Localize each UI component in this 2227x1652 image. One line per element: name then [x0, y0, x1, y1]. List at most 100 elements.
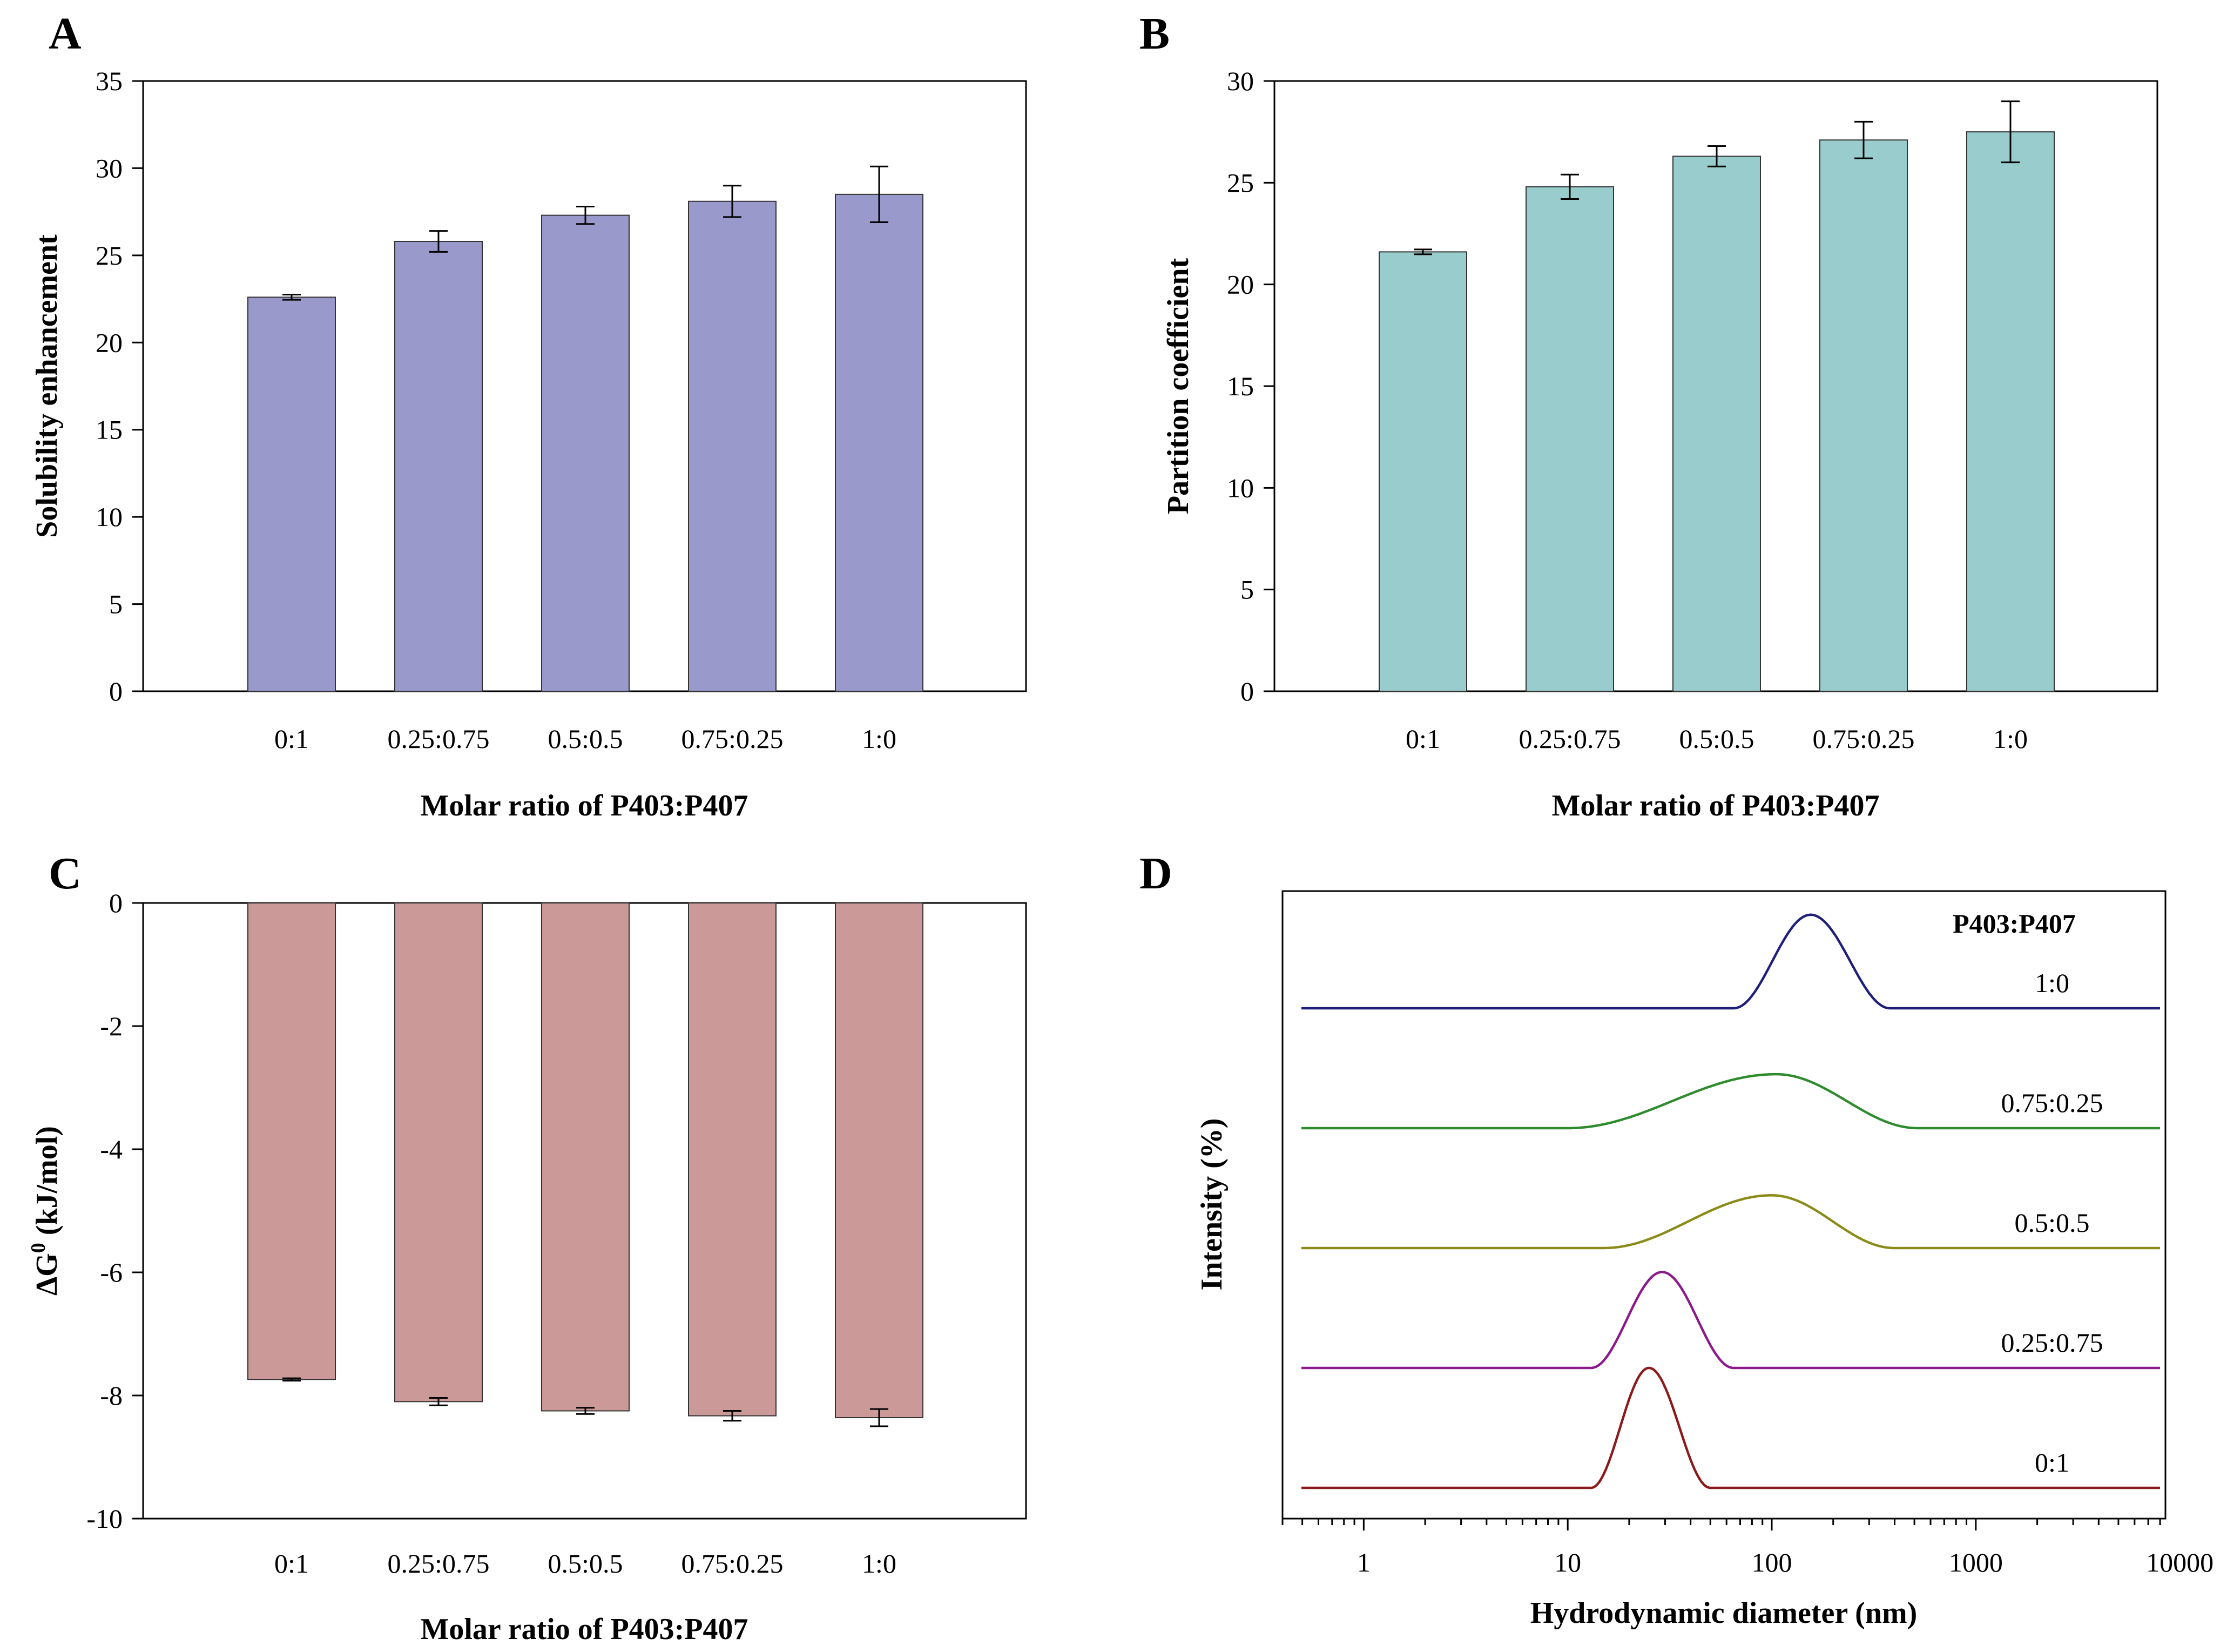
- panel-a-bar-1: [394, 241, 483, 692]
- panel-a-y-tick-label-6: 30: [96, 153, 123, 183]
- panel-c-bar-0: [247, 902, 336, 1380]
- panel-c-error-bar-1: [429, 1397, 448, 1406]
- panel-a-y-tick-label-5: 25: [96, 240, 123, 271]
- panel-b-bar-1: [1526, 186, 1614, 692]
- panel-b-bar-4: [1966, 131, 2055, 692]
- panel-d-curve-3: [1301, 1271, 2160, 1370]
- panel-b-error-bar-0: [1414, 248, 1432, 255]
- panel-d-chart: 1:0 0.75:0.25 0.5:0.5 0.25:0.75 0:1 1 10 100 10…: [1195, 890, 2213, 1630]
- panel-c-bar-3: [688, 902, 777, 1417]
- panel-a-bar-3: [688, 200, 777, 692]
- panel-b-x-tick-label-4: 1:0: [1993, 724, 2028, 754]
- panel-c-y-tick-label-2: -4: [100, 1134, 123, 1164]
- panel-d-series-label-4: 0:1: [2035, 1447, 2069, 1478]
- panel-d-curve-1: [1301, 1073, 2160, 1130]
- panel-d-curve-2: [1301, 1194, 2160, 1250]
- panel-b-x-tick-label-0: 0:1: [1406, 724, 1440, 754]
- panel-a-y-axis-title: Solubility enhancement: [30, 234, 64, 538]
- panel-b-y-tick-label-6: 30: [1227, 66, 1254, 96]
- panel-b-y-tick-label-1: 5: [1240, 575, 1254, 605]
- panel-c-x-tick-label-4: 1:0: [862, 1548, 896, 1579]
- panel-d-curve-4: [1301, 1366, 2160, 1489]
- panel-a-bar-2: [541, 214, 630, 692]
- panel-a-y-tick-label-0: 0: [109, 676, 123, 706]
- panel-b-error-bar-3: [1854, 120, 1873, 159]
- panel-d-series-label-0: 1:0: [2035, 968, 2069, 998]
- panel-a-error-bar-2: [576, 205, 595, 225]
- panel-c-y-axis-title: ΔG0 (kJ/mol): [27, 1126, 64, 1296]
- panel-c-x-tick-label-3: 0.75:0.25: [681, 1548, 784, 1579]
- panel-c-x-tick-label-0: 0:1: [274, 1548, 309, 1579]
- panel-a-bars: [247, 193, 923, 692]
- panel-b-chart: 0 5 10 15 20 25 30 0:1 0.25:0.75 0.5:0.5 0.75:0.2…: [1162, 66, 2158, 822]
- panel-c-bar-1: [394, 902, 483, 1402]
- panel-a-x-tick-label-4: 1:0: [862, 724, 896, 754]
- panel-c-y-tick-label-3: -6: [100, 1257, 123, 1287]
- panel-c-y-tick-label-4: -8: [100, 1380, 123, 1411]
- panel-d-x-tick-label-0: 1: [1357, 1547, 1371, 1577]
- panel-c-x-axis-title: Molar ratio of P403:P407: [420, 1613, 748, 1646]
- panel-a-bar-4: [835, 193, 923, 692]
- panel-letter-b: B: [1139, 9, 1170, 59]
- panel-b-y-tick-label-0: 0: [1240, 676, 1254, 706]
- panel-c-y-axis-title-superscript: 0: [27, 1243, 50, 1253]
- panel-d-curves: [1301, 913, 2160, 1489]
- panel-c-y-tick-label-1: -2: [100, 1011, 123, 1041]
- panel-c-error-bars: [282, 1377, 888, 1427]
- panel-b-y-tick-label-4: 20: [1227, 269, 1254, 300]
- panel-b-error-bars: [1414, 100, 2020, 255]
- panel-b-bars: [1379, 131, 2055, 692]
- panel-d-x-tick-label-4: 10000: [2146, 1547, 2213, 1577]
- panel-c-error-bar-4: [870, 1408, 888, 1427]
- panel-b-y-axis-title: Partition coefficient: [1162, 258, 1195, 515]
- panel-a-y-tick-label-1: 5: [109, 589, 123, 619]
- panel-d-x-ticks: 1 10 100 1000 10000: [1281, 1519, 2213, 1577]
- panel-letter-a: A: [49, 9, 82, 59]
- panel-b-y-tick-label-2: 10: [1227, 473, 1254, 503]
- panel-d-x-tick-label-1: 10: [1554, 1547, 1581, 1577]
- panel-d-x-tick-label-2: 100: [1752, 1547, 1792, 1577]
- panel-a-error-bar-3: [723, 185, 741, 218]
- panel-a-bar-0: [247, 296, 336, 692]
- panel-c-x-ticks: 0:1 0.25:0.75 0.5:0.5 0.75:0.25 1:0: [274, 1548, 896, 1579]
- panel-b-x-tick-label-1: 0.25:0.75: [1519, 724, 1621, 754]
- panel-c-bar-4: [835, 902, 923, 1419]
- panel-d-series-labels: 1:0 0.75:0.25 0.5:0.5 0.25:0.75 0:1: [2001, 968, 2103, 1478]
- panel-d-x-axis-title: Hydrodynamic diameter (nm): [1530, 1596, 1918, 1630]
- panel-c-y-axis-title-suffix: (kJ/mol): [30, 1126, 64, 1243]
- panel-a-x-tick-label-0: 0:1: [274, 724, 309, 754]
- panel-c-y-axis-title-prefix: ΔG: [30, 1253, 64, 1296]
- panel-b-error-bar-4: [2001, 100, 2020, 164]
- panel-d-series-label-1: 0.75:0.25: [2001, 1088, 2103, 1118]
- panel-a-x-ticks: 0:1 0.25:0.75 0.5:0.5 0.75:0.25 1:0: [274, 724, 896, 754]
- panel-a-y-tick-label-7: 35: [96, 66, 123, 96]
- panel-a-error-bar-0: [282, 294, 301, 301]
- panel-b-y-tick-label-3: 15: [1227, 371, 1254, 401]
- panel-letter-c: C: [49, 848, 82, 899]
- panel-b-x-ticks: 0:1 0.25:0.75 0.5:0.5 0.75:0.25 1:0: [1406, 724, 2028, 754]
- panel-a-error-bar-4: [870, 165, 888, 224]
- panel-a-y-tick-label-2: 10: [96, 502, 123, 532]
- panel-c-y-tick-label-5: -10: [86, 1503, 123, 1534]
- panel-a-y-tick-label-3: 15: [96, 415, 123, 445]
- panel-d-series-label-2: 0.5:0.5: [2015, 1208, 2090, 1238]
- panel-a-error-bar-1: [429, 230, 448, 253]
- panel-a-y-tick-label-4: 20: [96, 327, 123, 358]
- panel-d-legend-title: P403:P407: [1953, 908, 2076, 939]
- panel-a-error-bars: [282, 165, 888, 301]
- panel-c-error-bar-0: [282, 1377, 301, 1382]
- panel-b-error-bar-1: [1561, 173, 1579, 200]
- panel-d-y-axis-title: Intensity (%): [1195, 1118, 1229, 1291]
- panel-d-x-tick-label-3: 1000: [1949, 1547, 2003, 1577]
- panel-c-bar-2: [541, 902, 630, 1412]
- panel-b-bar-3: [1819, 139, 1908, 692]
- panel-c-y-tick-label-0: 0: [109, 888, 123, 918]
- panel-d-plot-frame: [1281, 890, 2167, 1520]
- panel-c-chart: 0 -2 -4 -6 -8 -10 0:1 0.25:0.75 0.5:0.5 0.75:0.2…: [27, 888, 1027, 1646]
- panel-b-y-ticks: 0 5 10 15 20 25 30: [1227, 66, 1274, 706]
- panel-letter-d: D: [1139, 848, 1172, 899]
- panel-a-x-axis-title: Molar ratio of P403:P407: [420, 789, 748, 822]
- panel-b-x-axis-title: Molar ratio of P403:P407: [1551, 789, 1879, 822]
- panel-a-x-tick-label-1: 0.25:0.75: [388, 724, 490, 754]
